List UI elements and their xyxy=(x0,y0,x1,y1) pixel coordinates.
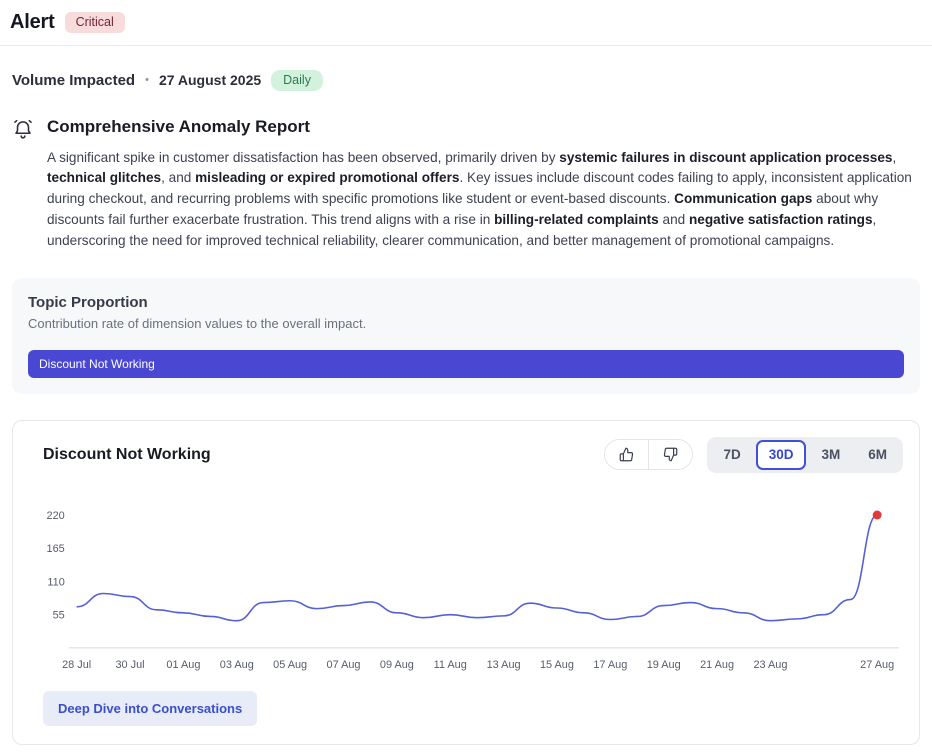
report-text-segment: , and xyxy=(161,170,196,186)
thumbs-down-button[interactable] xyxy=(648,440,693,470)
x-tick-label: 30 Jul xyxy=(115,658,144,670)
x-tick-label: 23 Aug xyxy=(753,658,787,670)
report-text-segment: billing-related complaints xyxy=(494,212,659,228)
x-tick-label: 09 Aug xyxy=(380,658,414,670)
severity-badge: Critical xyxy=(64,12,125,33)
report-text-segment: A significant spike in customer dissatis… xyxy=(47,149,560,165)
topic-bar-label: Discount Not Working xyxy=(39,357,155,372)
report-text-segment: . Key issues include discount codes fail… xyxy=(47,170,912,207)
x-tick-label: 01 Aug xyxy=(166,658,200,670)
report-body: Comprehensive Anomaly Report A significa… xyxy=(47,115,920,253)
x-tick-label: 21 Aug xyxy=(700,658,734,670)
topic-proportion-subtitle: Contribution rate of dimension values to… xyxy=(28,316,367,332)
range-3m-button[interactable]: 3M xyxy=(808,440,853,470)
topic-proportion-card: Topic Proportion Contribution rate of di… xyxy=(12,278,920,395)
x-tick-label: 11 Aug xyxy=(434,658,467,670)
deep-dive-button[interactable]: Deep Dive into Conversations xyxy=(43,691,258,727)
x-tick-label: 13 Aug xyxy=(487,658,521,670)
report-text-segment: about why discounts fail further exacerb… xyxy=(47,191,879,228)
report-summary: A significant spike in customer dissatis… xyxy=(47,148,920,253)
range-6m-button[interactable]: 6M xyxy=(855,440,900,470)
report-text-segment: Communication gaps xyxy=(674,191,813,207)
main-content: Volume Impacted • 27 August 2025 Daily C… xyxy=(0,46,932,755)
page-title: Alert xyxy=(10,11,55,33)
report-text-segment: systemic failures in discount applicatio… xyxy=(559,149,893,165)
impact-metric-label: Volume Impacted xyxy=(12,71,136,89)
x-tick-label: 19 Aug xyxy=(647,658,681,670)
x-tick-label: 28 Jul xyxy=(62,658,91,670)
frequency-badge: Daily xyxy=(271,70,323,91)
y-tick-label: 220 xyxy=(47,510,65,522)
anomaly-endpoint-dot xyxy=(872,510,882,520)
report-text-segment: and xyxy=(658,212,689,228)
anomaly-report-section: Comprehensive Anomaly Report A significa… xyxy=(12,115,920,253)
topic-proportion-title: Topic Proportion xyxy=(28,294,148,312)
report-text-segment: technical glitches xyxy=(47,170,162,186)
x-tick-label: 15 Aug xyxy=(540,658,574,670)
report-text-segment: , underscoring the need for improved tec… xyxy=(47,212,877,249)
report-text-segment: negative satisfaction ratings xyxy=(688,212,873,228)
range-30d-button[interactable]: 30D xyxy=(755,440,807,470)
trend-chart: 55 110 165 220 28 Jul 30 Jul 01 Aug 03 Aug 05 Au… xyxy=(47,510,900,670)
separator-dot: • xyxy=(145,74,149,87)
x-tick-label: 07 Aug xyxy=(327,658,361,670)
trend-line xyxy=(76,513,878,622)
alarm-bell-icon xyxy=(12,118,34,140)
report-text-segment: misleading or expired promotional offers xyxy=(195,170,460,186)
feedback-button-group xyxy=(604,439,694,471)
thumbs-up-icon xyxy=(619,447,634,462)
chart-controls: 7D 30D 3M 6M xyxy=(604,437,903,473)
chart-title: Discount Not Working xyxy=(43,445,211,463)
y-tick-label: 165 xyxy=(47,543,65,555)
range-7d-button[interactable]: 7D xyxy=(710,440,753,470)
alert-meta-row: Volume Impacted • 27 August 2025 Daily xyxy=(12,70,920,91)
x-tick-label: 05 Aug xyxy=(273,658,307,670)
trend-chart-card: Discount Not Working xyxy=(12,420,920,746)
chart-header: Discount Not Working xyxy=(29,437,903,473)
y-tick-label: 110 xyxy=(47,576,64,588)
report-text-segment: , xyxy=(892,149,897,165)
x-tick-label: 03 Aug xyxy=(220,658,254,670)
y-tick-label: 55 xyxy=(53,609,65,621)
topbar: Alert Critical xyxy=(0,0,932,46)
topic-bar[interactable]: Discount Not Working xyxy=(28,350,904,379)
chart-area: 55 110 165 220 28 Jul 30 Jul 01 Aug 03 Aug 05 Au… xyxy=(29,483,903,678)
thumbs-up-button[interactable] xyxy=(605,440,649,470)
thumbs-down-icon xyxy=(663,447,678,462)
x-tick-label: 17 Aug xyxy=(593,658,627,670)
time-range-selector: 7D 30D 3M 6M xyxy=(707,437,903,473)
x-tick-label: 27 Aug xyxy=(860,658,894,670)
alert-date: 27 August 2025 xyxy=(158,72,262,89)
report-title: Comprehensive Anomaly Report xyxy=(47,116,310,136)
